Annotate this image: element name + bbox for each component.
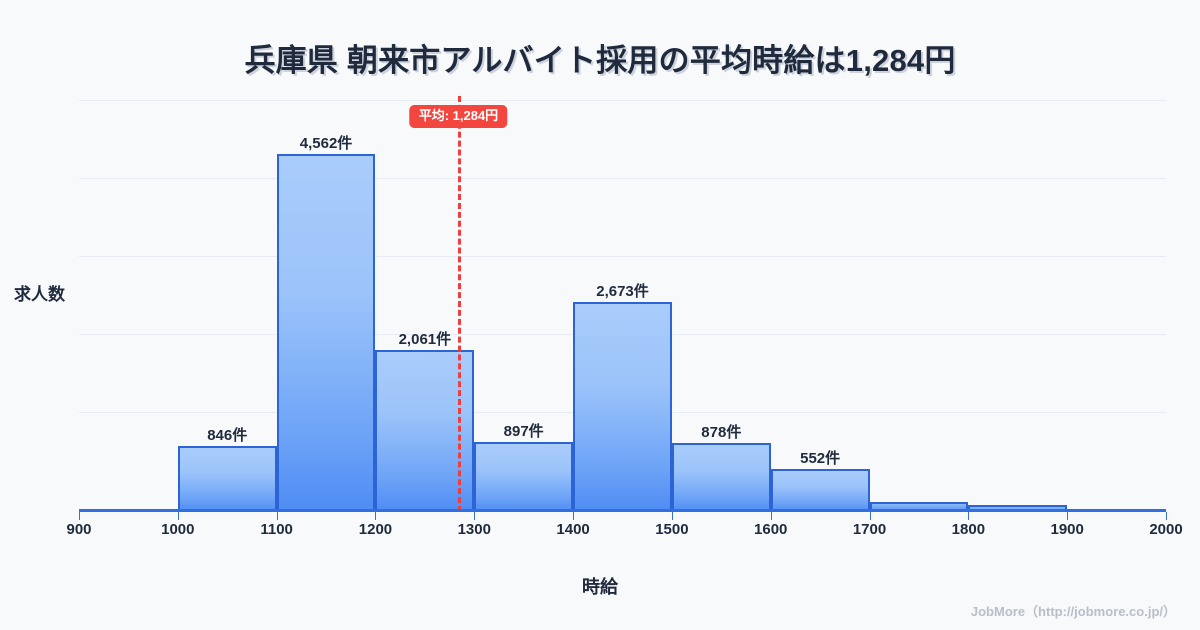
plot-area: 846件 4,562件 2,061件 897件 2,673件 878件 552件 xyxy=(79,96,1166,512)
x-tick-label: 1500 xyxy=(655,521,689,538)
x-tick xyxy=(869,512,871,520)
bar xyxy=(276,153,376,512)
bar-value-label: 897件 xyxy=(503,422,544,440)
watermark: JobMore（http://jobmore.co.jp/） xyxy=(970,604,1176,619)
gridline xyxy=(79,100,1166,101)
bars-layer xyxy=(79,96,1166,512)
x-tick xyxy=(1067,512,1069,520)
x-axis-line xyxy=(79,509,1166,512)
bar-value-label: 2,673件 xyxy=(596,283,649,301)
chart-title: 兵庫県 朝来市アルバイト採用の平均時給は1,284円 xyxy=(244,43,956,78)
x-tick xyxy=(276,512,278,520)
bar xyxy=(671,443,771,512)
x-tick-label: 1600 xyxy=(754,521,788,538)
gridline xyxy=(79,178,1166,179)
x-tick-label: 1000 xyxy=(161,521,195,538)
bar-value-label: 4,562件 xyxy=(299,134,353,152)
x-tick-label: 1700 xyxy=(852,521,887,538)
x-axis-label: 時給 xyxy=(582,577,618,597)
gridline xyxy=(79,256,1166,257)
bar xyxy=(474,441,574,512)
x-tick xyxy=(968,512,970,520)
average-line xyxy=(458,96,462,512)
x-tick-label: 1800 xyxy=(951,521,986,538)
x-tick-label: 1900 xyxy=(1050,521,1084,538)
bar xyxy=(375,350,475,512)
x-tick-label: 900 xyxy=(66,521,92,538)
x-tick xyxy=(671,512,673,520)
bar-value-label: 878件 xyxy=(701,424,742,442)
y-axis-label: 求人数 xyxy=(14,285,65,304)
x-tick-label: 1400 xyxy=(556,521,590,538)
bar-value-label: 552件 xyxy=(800,449,841,467)
x-tick xyxy=(79,512,80,520)
x-tick-label: 2000 xyxy=(1149,521,1183,538)
bar xyxy=(770,468,870,512)
x-tick xyxy=(1166,512,1167,520)
x-tick xyxy=(177,512,179,520)
x-tick xyxy=(573,512,575,520)
bar xyxy=(573,302,672,512)
bar xyxy=(177,445,277,512)
x-tick xyxy=(375,512,377,520)
average-badge: 平均: 1,284円 xyxy=(409,105,508,129)
x-tick-label: 1100 xyxy=(260,521,293,538)
bar xyxy=(869,501,969,512)
bar-value-label: 846件 xyxy=(207,426,248,444)
bar xyxy=(968,504,1068,512)
x-tick-label: 1300 xyxy=(457,521,491,538)
x-tick xyxy=(474,512,476,520)
x-tick xyxy=(770,512,772,520)
bar-value-label: 2,061件 xyxy=(398,331,452,349)
x-tick-label: 1200 xyxy=(358,521,393,538)
